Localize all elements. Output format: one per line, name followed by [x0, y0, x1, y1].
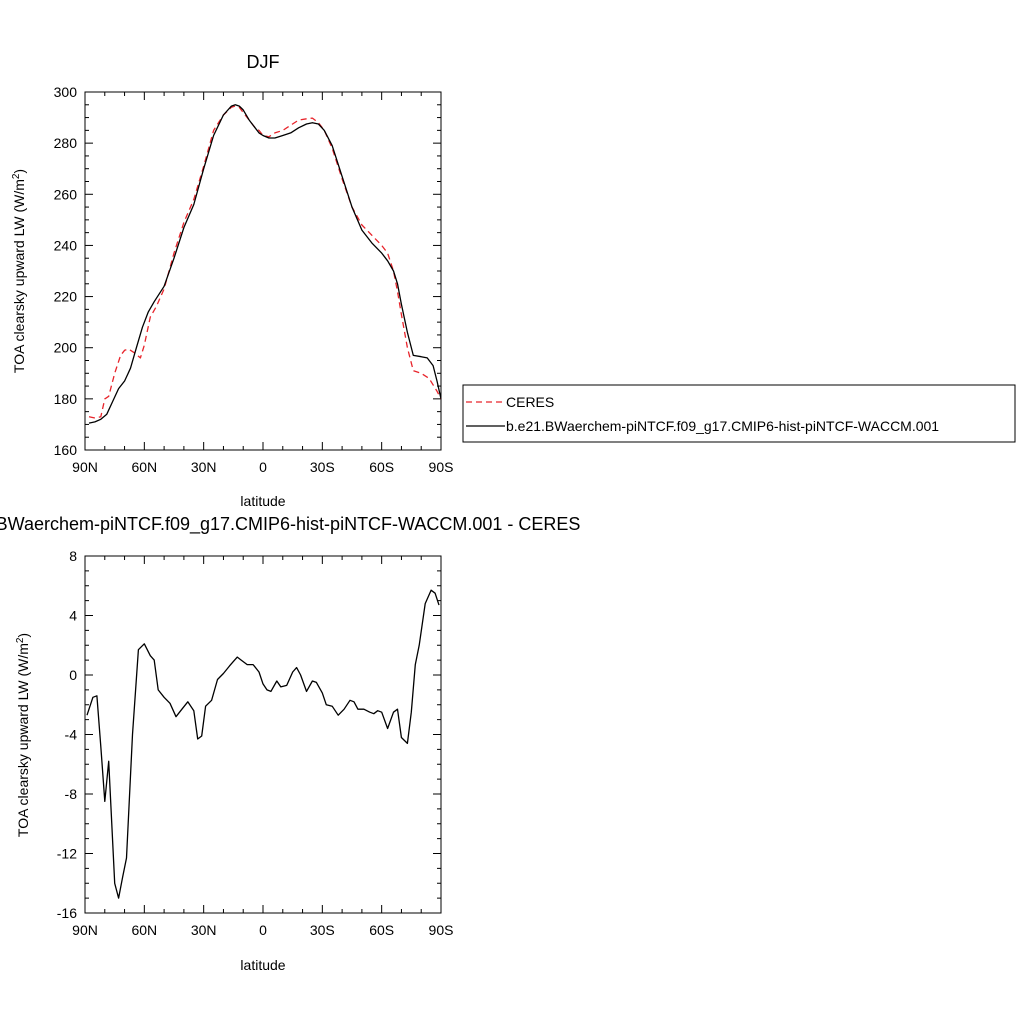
y-tick-label: 8: [69, 548, 77, 564]
y-tick-label: 0: [69, 667, 77, 683]
x-tick-label: 60S: [369, 922, 394, 938]
bottom-x-tick-labels: 90N 60N 30N 0 30S 60S 90S: [72, 922, 453, 938]
y-tick-label: 280: [54, 135, 78, 151]
x-tick-label: 90N: [72, 459, 98, 475]
bottom-panel: b.e21.BWaerchem-piNTCF.f09_g17.CMIP6-his…: [0, 514, 580, 973]
legend-label-ceres: CERES: [506, 394, 554, 410]
top-series-lines: [88, 104, 442, 424]
y-tick-label: 200: [54, 340, 78, 356]
y-tick-label: 240: [54, 237, 78, 253]
y-tick-label: -4: [65, 727, 78, 743]
y-tick-label: 260: [54, 186, 78, 202]
top-chart-title: DJF: [247, 52, 280, 72]
x-tick-label: 0: [259, 922, 267, 938]
bottom-chart-title: b.e21.BWaerchem-piNTCF.f09_g17.CMIP6-his…: [0, 514, 580, 535]
y-tick-label: 220: [54, 289, 78, 305]
top-y-axis-label: TOA clearsky upward LW (W/m2): [11, 169, 28, 373]
y-tick-label: 180: [54, 391, 78, 407]
top-ticks: [84, 91, 442, 451]
legend: CERES b.e21.BWaerchem-piNTCF.f09_g17.CMI…: [462, 384, 1016, 443]
x-tick-label: 0: [259, 459, 267, 475]
y-tick-label: -8: [65, 786, 78, 802]
top-x-tick-labels: 90N 60N 30N 0 30S 60S 90S: [72, 459, 453, 475]
top-plot-frame: [84, 91, 442, 451]
model-series-line: [88, 104, 442, 424]
difference-series-line: [86, 589, 440, 899]
x-tick-label: 30S: [310, 922, 335, 938]
y-tick-label: 4: [69, 608, 77, 624]
x-tick-label: 30S: [310, 459, 335, 475]
x-tick-label: 90S: [429, 922, 454, 938]
x-tick-label: 60S: [369, 459, 394, 475]
bottom-series-lines: [86, 589, 440, 899]
top-x-axis-label: latitude: [240, 493, 285, 509]
x-tick-label: 30N: [191, 459, 217, 475]
bottom-ticks: [84, 555, 442, 914]
top-y-tick-labels: 160 180 200 220 240 260 280 300: [54, 84, 78, 458]
x-tick-label: 60N: [131, 922, 157, 938]
bottom-y-axis-label: TOA clearsky upward LW (W/m2): [15, 633, 32, 837]
x-tick-label: 60N: [131, 459, 157, 475]
legend-box: [462, 384, 1016, 443]
y-tick-label: -12: [57, 846, 77, 862]
x-tick-label: 90N: [72, 922, 98, 938]
ceres-series-line: [88, 105, 442, 419]
y-tick-label: 160: [54, 442, 78, 458]
y-tick-label: -16: [57, 905, 77, 921]
legend-label-model: b.e21.BWaerchem-piNTCF.f09_g17.CMIP6-his…: [506, 418, 939, 434]
bottom-x-axis-label: latitude: [240, 957, 285, 973]
bottom-plot-frame: [84, 555, 442, 914]
top-panel: DJF 90N 60N 30N 0 30S 60S 90S 160 180 200 220 240 2…: [11, 52, 454, 509]
y-tick-label: 300: [54, 84, 78, 100]
bottom-y-tick-labels: -16 -12 -8 -4 0 4 8: [57, 548, 77, 921]
x-tick-label: 90S: [429, 459, 454, 475]
x-tick-label: 30N: [191, 922, 217, 938]
